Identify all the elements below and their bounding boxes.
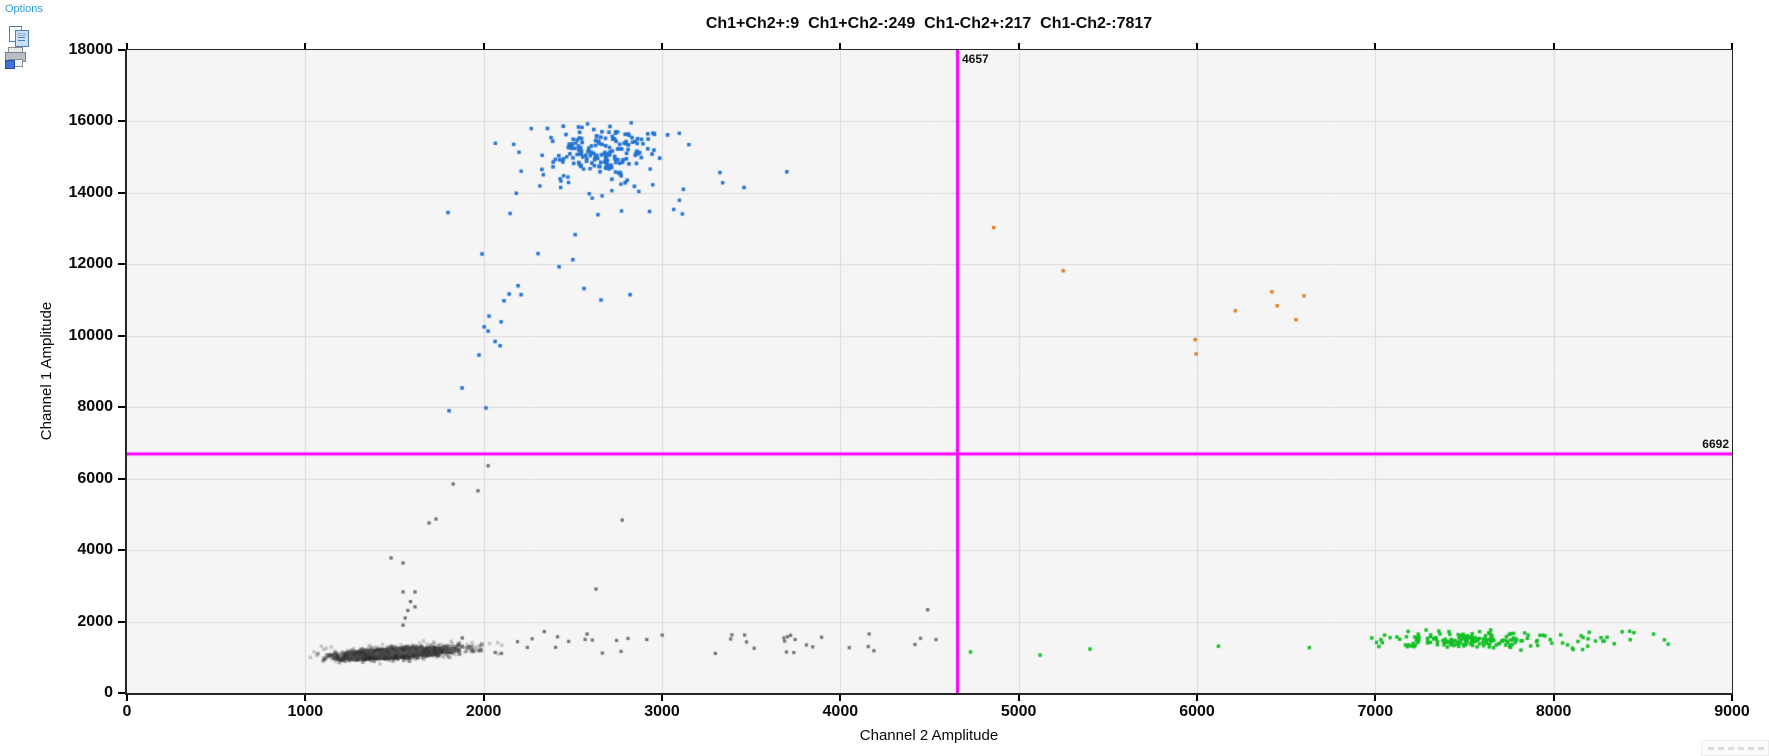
y-tick-label: 14000	[68, 183, 114, 201]
x-tick-mark-top	[1731, 43, 1733, 49]
x-tick-label: 6000	[1179, 703, 1215, 720]
y-tick-mark	[118, 620, 125, 623]
y-tick-label: 16000	[68, 112, 114, 130]
y-tick-mark	[118, 49, 125, 51]
y-tick-label: 2000	[77, 612, 113, 630]
x-tick-mark-top	[126, 43, 128, 49]
x-tick-mark	[304, 695, 307, 701]
plot-area[interactable]: 4657 6692	[125, 49, 1733, 695]
y-tick-mark	[118, 477, 125, 480]
y-tick-mark	[118, 334, 125, 337]
x-tick-mark-top	[1374, 43, 1377, 49]
x-tick-mark-top	[1196, 43, 1198, 49]
x-threshold-label: 4657	[962, 52, 989, 66]
x-tick-mark	[1017, 695, 1020, 701]
x-tick-mark-top	[1017, 43, 1020, 49]
y-tick-mark	[118, 549, 125, 552]
scatter-canvas[interactable]	[127, 50, 1732, 693]
x-tick-mark	[1552, 695, 1555, 701]
y-tick-label: 6000	[77, 469, 113, 487]
y-tick-mark	[118, 692, 125, 694]
y-tick-label: 10000	[68, 326, 114, 344]
x-tick-mark	[1374, 695, 1377, 701]
x-tick-label: 8000	[1535, 703, 1572, 720]
x-tick-label: 4000	[822, 703, 859, 720]
x-tick-mark	[1196, 695, 1198, 701]
options-link[interactable]: Options	[5, 3, 43, 15]
x-axis-title: Channel 2 Amplitude	[859, 727, 999, 744]
y-tick-label: 8000	[77, 398, 113, 416]
y-tick-mark	[118, 406, 125, 409]
x-tick-label: 2000	[465, 703, 502, 720]
x-tick-label: 7000	[1357, 703, 1394, 720]
y-axis-title: Channel 1 Amplitude	[38, 301, 55, 441]
watermark-overlay	[1701, 740, 1769, 756]
print-icon-badge	[5, 60, 15, 69]
x-tick-mark	[839, 695, 842, 701]
x-tick-mark-top	[839, 43, 842, 49]
y-tick-label: 4000	[77, 541, 113, 559]
copy-icon-front-page	[15, 30, 29, 47]
x-tick-label: 1000	[287, 703, 324, 720]
x-tick-label: 5000	[1000, 703, 1037, 720]
y-threshold-label: 6692	[1702, 437, 1729, 451]
chart-title: Ch1+Ch2+:9 Ch1+Ch2-:249 Ch1-Ch2+:217 Ch1…	[705, 15, 1153, 32]
x-tick-label: 9000	[1714, 703, 1750, 720]
x-tick-mark	[482, 695, 485, 701]
x-tick-mark	[661, 695, 663, 701]
y-tick-label: 18000	[68, 41, 114, 58]
y-tick-mark	[118, 263, 125, 266]
x-tick-mark	[1731, 695, 1733, 701]
x-tick-mark-top	[482, 43, 485, 49]
copy-icon[interactable]	[7, 26, 31, 48]
y-tick-mark	[118, 191, 125, 194]
y-tick-label: 0	[104, 684, 113, 701]
print-icon[interactable]	[4, 47, 28, 69]
x-tick-mark-top	[1552, 43, 1555, 49]
y-tick-mark	[118, 120, 125, 123]
x-tick-label: 0	[122, 703, 132, 720]
x-tick-label: 3000	[644, 703, 680, 720]
y-tick-label: 12000	[68, 255, 114, 273]
x-tick-mark-top	[304, 43, 307, 49]
x-tick-mark	[126, 695, 128, 701]
x-tick-mark-top	[661, 43, 663, 49]
